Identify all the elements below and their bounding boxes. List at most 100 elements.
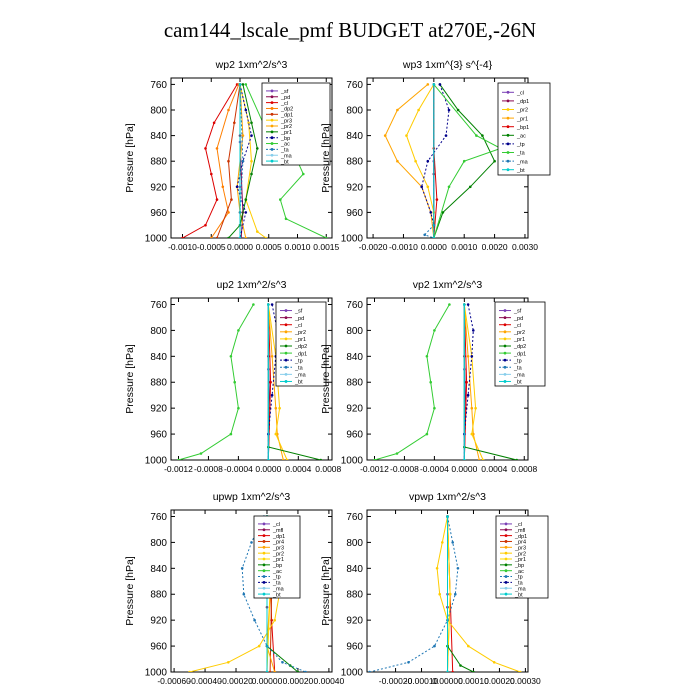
series-point-tp xyxy=(253,618,256,622)
legend-marker xyxy=(503,316,507,320)
legend-marker xyxy=(503,344,507,348)
legend-label: _ac xyxy=(280,142,290,148)
series-point-pr1 xyxy=(255,147,259,150)
series-point-bp xyxy=(472,670,475,672)
series-line-pr2 xyxy=(405,84,435,238)
series-point-pr2 xyxy=(438,592,442,596)
legend-label: _pr1 xyxy=(280,130,292,136)
x-tick-label: 0.00000 xyxy=(252,676,283,686)
series-point-ac xyxy=(456,108,460,112)
legend-label: _ta xyxy=(513,365,523,371)
x-tick-label: 0.00030 xyxy=(510,676,541,686)
legend-marker xyxy=(284,323,288,327)
series-point-pr2 xyxy=(405,134,408,137)
y-tick-label: 960 xyxy=(346,208,363,219)
y-tick-label: 880 xyxy=(346,590,363,601)
y-tick-label: 960 xyxy=(150,208,167,219)
legend-marker xyxy=(270,118,274,122)
y-tick-label: 840 xyxy=(346,564,363,575)
series-point-bt xyxy=(432,236,436,238)
y-tick-label: 880 xyxy=(150,378,167,389)
legend-marker xyxy=(506,125,510,129)
x-tick-label: -0.00020 xyxy=(379,676,413,686)
legend-box xyxy=(261,82,331,166)
legend-marker xyxy=(504,557,508,561)
y-tick-label: 760 xyxy=(346,80,363,91)
series-point-dp1 xyxy=(215,236,219,238)
legend-label: _ac xyxy=(514,569,524,575)
series-point-dp1 xyxy=(395,452,399,455)
legend-marker xyxy=(284,309,288,312)
series-point-tp xyxy=(420,185,424,189)
y-axis-label: Pressure [hPa] xyxy=(320,123,332,193)
series-point-bt xyxy=(238,236,242,238)
series-point-pr2 xyxy=(227,661,230,664)
series-point-dp1 xyxy=(229,432,233,436)
series-group xyxy=(181,83,328,238)
series-point-bt xyxy=(463,458,466,460)
legend-label: _mfl xyxy=(514,528,525,534)
series-point-pr1 xyxy=(396,108,399,112)
legend-label: _bt xyxy=(272,592,281,598)
series-point-pr3 xyxy=(255,230,259,233)
y-tick-label: 840 xyxy=(150,131,167,142)
series-point-tp xyxy=(250,541,253,544)
series-point-tp xyxy=(444,134,448,137)
y-tick-label: 1000 xyxy=(341,668,364,679)
series-point-ta xyxy=(475,134,478,137)
series-point-dp1 xyxy=(227,159,230,163)
legend-marker xyxy=(506,151,510,154)
legend-marker xyxy=(503,372,507,376)
series-point-tp xyxy=(454,592,457,596)
legend-marker xyxy=(262,575,266,578)
y-tick-label: 840 xyxy=(150,352,167,363)
y-tick-label: 920 xyxy=(150,404,167,415)
series-point-pr1 xyxy=(227,236,230,238)
series-point-pr1 xyxy=(474,406,477,410)
y-tick-label: 920 xyxy=(346,182,363,193)
y-tick-label: 920 xyxy=(150,182,167,193)
x-tick-label: 0.00020 xyxy=(484,676,515,686)
series-point-dp1 xyxy=(177,458,180,460)
series-point-pr2 xyxy=(417,108,420,112)
x-tick-label: 0.0004 xyxy=(481,464,507,474)
series-point-pr2 xyxy=(414,159,417,163)
series-point-ac xyxy=(493,159,496,163)
y-tick-label: 1000 xyxy=(145,668,168,679)
series-point-dp2 xyxy=(221,185,225,189)
y-tick-label: 760 xyxy=(346,300,363,311)
x-tick-label: 0.0008 xyxy=(315,464,341,474)
series-point-ac xyxy=(481,134,484,137)
y-tick-label: 800 xyxy=(150,326,167,337)
y-axis-label: Pressure [hPa] xyxy=(124,123,136,193)
y-axis-label: Pressure [hPa] xyxy=(124,344,136,414)
legend-marker xyxy=(506,99,510,103)
legend-label: _pr2 xyxy=(272,551,284,557)
legend-label: _mfl xyxy=(272,528,283,534)
series-line-bp xyxy=(236,84,253,238)
series-point-pr3 xyxy=(250,159,253,163)
series-point-dp1 xyxy=(451,670,454,672)
chart-title: wp2 1xm^2/s^3 xyxy=(215,59,288,71)
series-point-pr2 xyxy=(188,670,191,672)
legend-marker xyxy=(504,534,508,538)
legend-label: _tp xyxy=(514,575,523,581)
chart-panel: vpwp 1xm^2/s^3 Pressure [hPa] 760 800 840 880… xyxy=(320,491,549,686)
plot-frame xyxy=(170,297,333,461)
series-point-dp1 xyxy=(425,432,429,436)
legend-marker xyxy=(284,337,288,341)
series-point-dp1 xyxy=(229,355,233,358)
x-tick-label: 0.0010 xyxy=(451,242,477,252)
x-tick-label: -0.00040 xyxy=(188,676,222,686)
legend-marker xyxy=(503,351,507,355)
legend-marker xyxy=(262,522,266,526)
x-tick-label: -0.00020 xyxy=(219,676,253,686)
series-point-tp xyxy=(240,567,244,570)
chart-title: vpwp 1xm^2/s^3 xyxy=(409,491,486,503)
legend-marker xyxy=(262,551,266,555)
legend-marker xyxy=(504,551,508,555)
series-point-tp xyxy=(407,661,410,664)
legend-label: _tp xyxy=(513,358,522,364)
legend-marker xyxy=(270,124,274,128)
